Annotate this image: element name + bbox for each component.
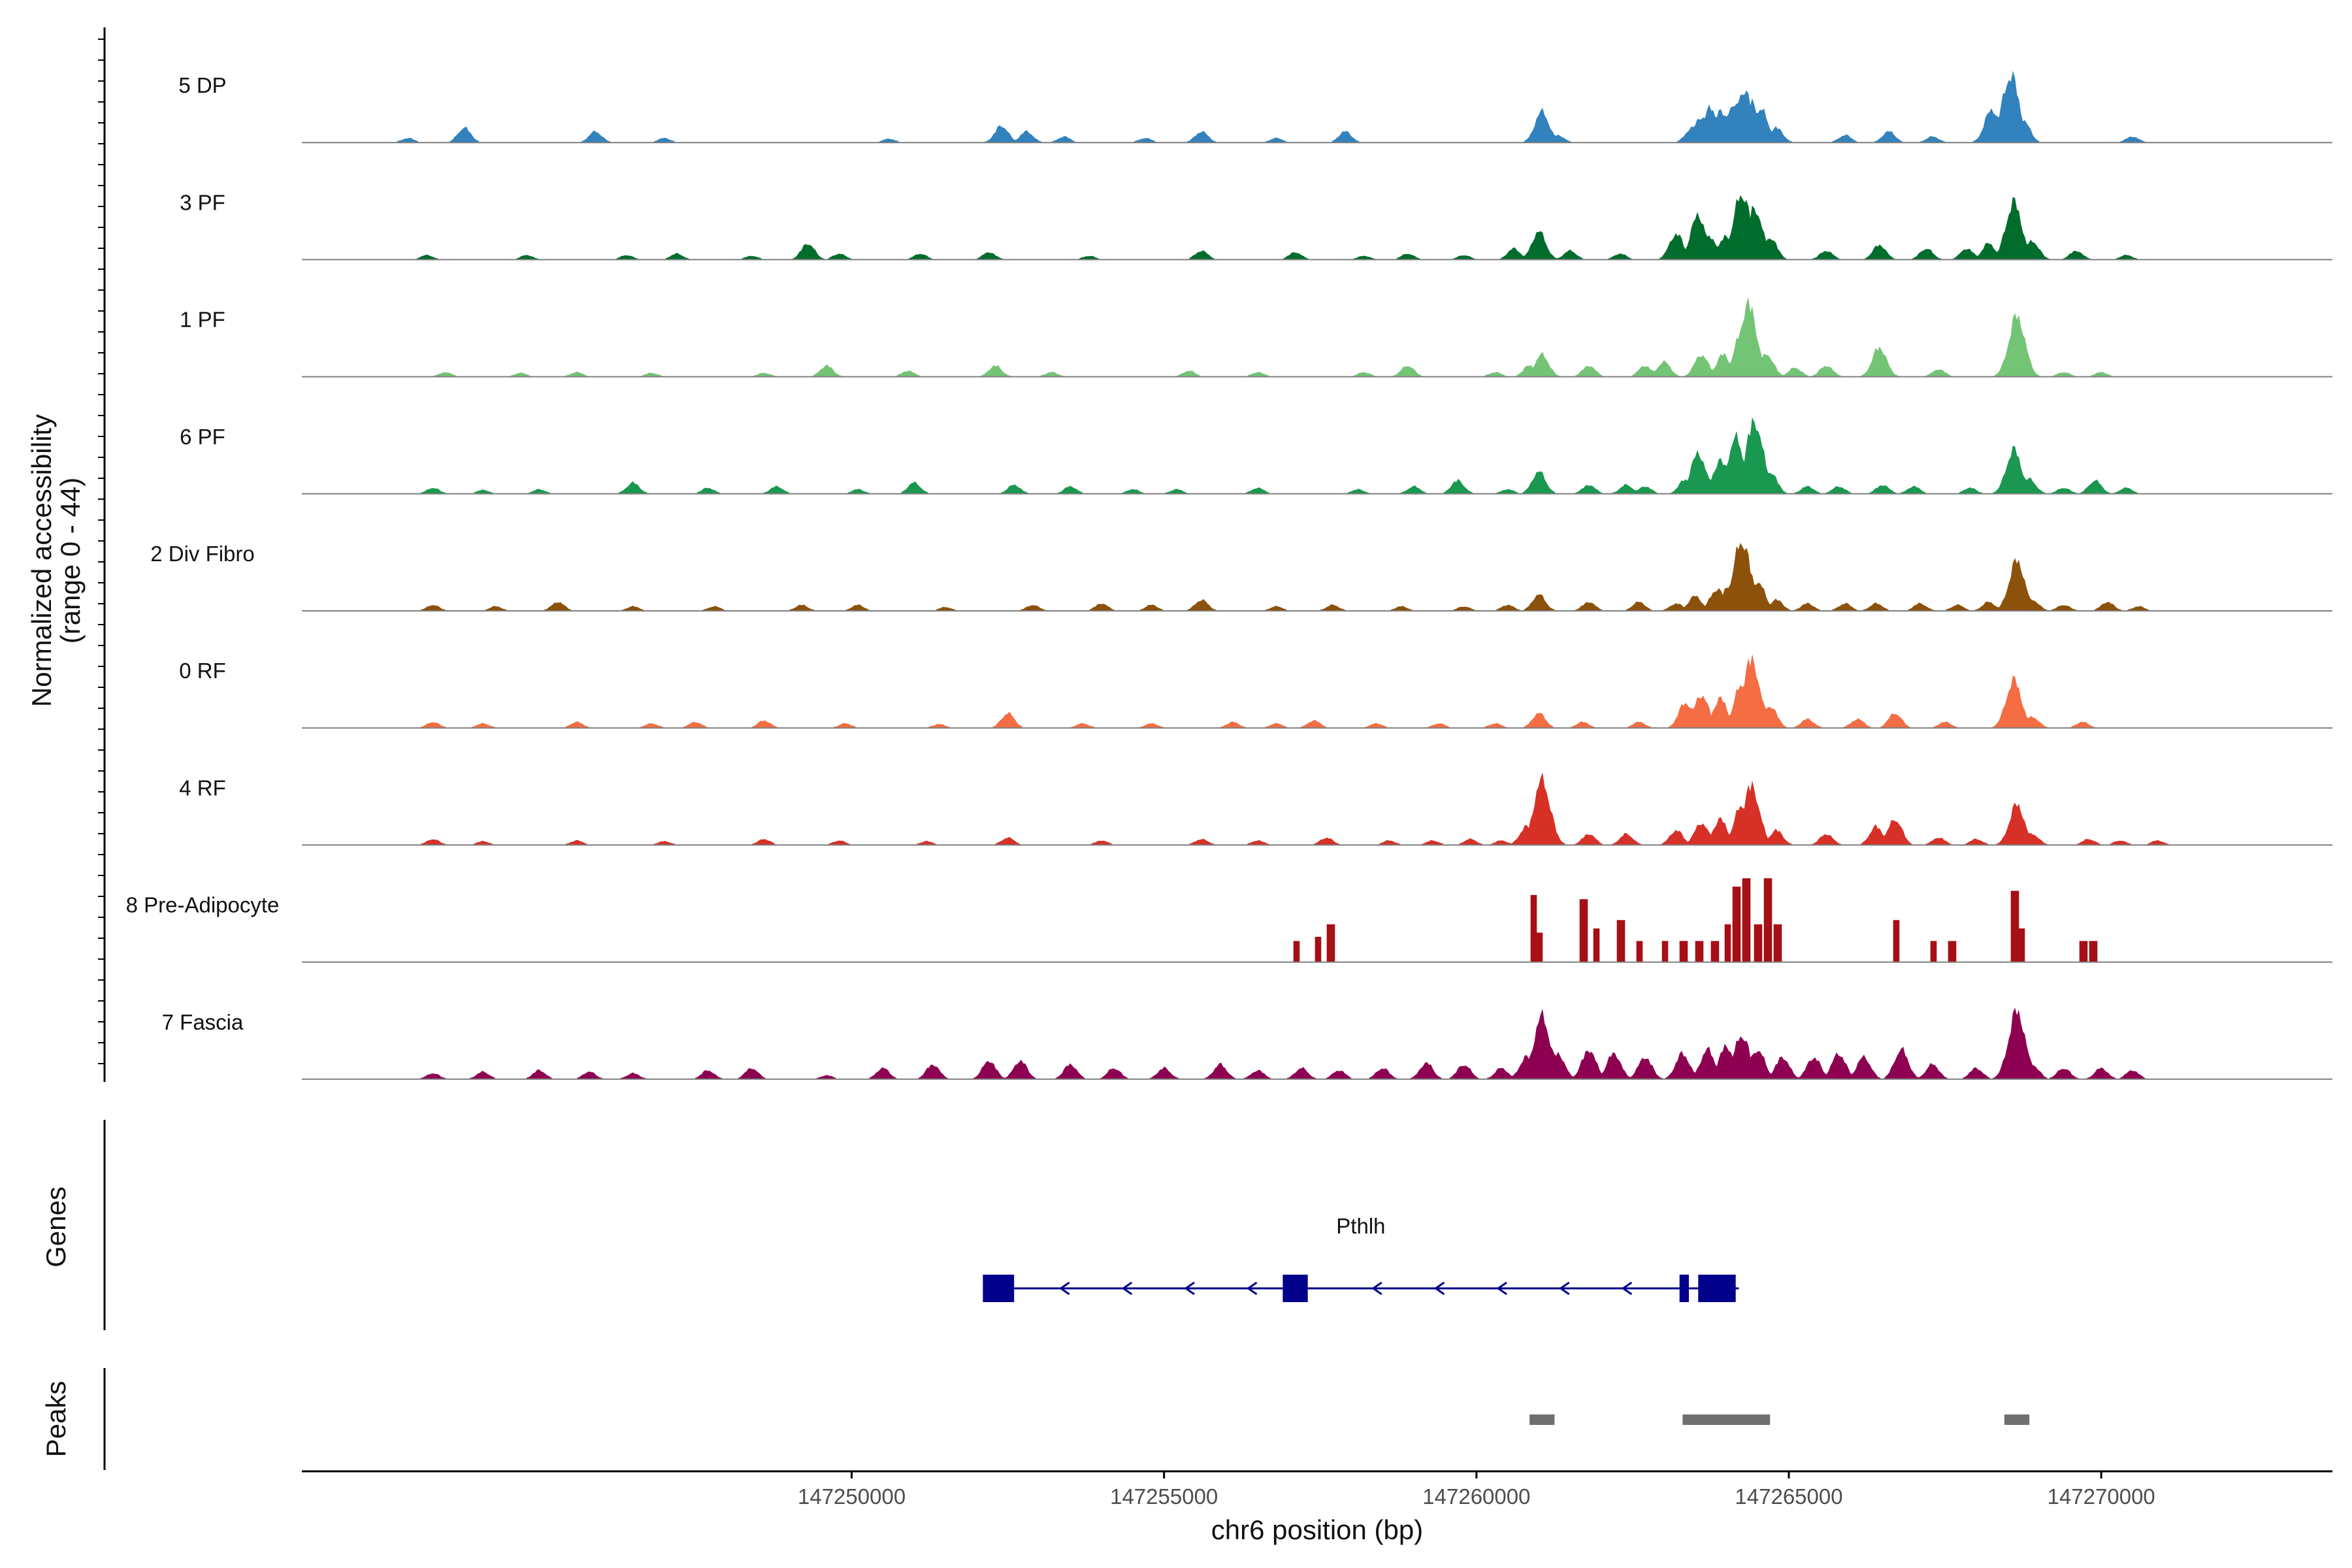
x-tick-label: 147265000 [1735, 1484, 1842, 1509]
strand-arrow [1621, 1281, 1633, 1296]
track-label: 1 PF [180, 308, 225, 332]
peak-regions [1529, 1414, 2030, 1425]
coverage-y-axis-ticks [98, 39, 105, 1064]
gene-name-label: Pthlh [1336, 1214, 1385, 1238]
track-8-pre-adipocyte: 8 Pre-Adipocyte [126, 878, 2332, 963]
coverage-area [302, 878, 2332, 962]
coverage-tracks: 5 DP 3 PF 1 PF 6 PF 2 Div Fibro 0 RF 4 RF 8 Pre… [126, 71, 2332, 1080]
track-label: 7 Fascia [162, 1010, 244, 1034]
track-3-pf: 3 PF [180, 190, 2332, 261]
track-7-fascia: 7 Fascia [162, 1007, 2332, 1080]
track-label: 3 PF [180, 190, 225, 214]
peak-region [1682, 1414, 1771, 1425]
coverage-area [302, 655, 2332, 728]
peaks-panel-label: Peaks [41, 1381, 71, 1458]
gene-exon [1679, 1275, 1689, 1302]
coverage-area [302, 195, 2332, 260]
strand-arrow [1496, 1281, 1507, 1296]
gene-exon [983, 1275, 1015, 1302]
strand-arrow [1184, 1281, 1195, 1296]
strand-arrow [1433, 1281, 1445, 1296]
x-tick-label: 147260000 [1422, 1484, 1530, 1509]
track-1-pf: 1 PF [180, 298, 2332, 378]
x-tick-label: 147250000 [798, 1484, 906, 1509]
coverage-area [302, 773, 2332, 845]
strand-arrow [1121, 1281, 1133, 1296]
y-axis-title: Normalized accessibility [26, 414, 57, 707]
track-label: 4 RF [179, 776, 226, 800]
strand-arrow [1371, 1281, 1382, 1296]
track-5-dp: 5 DP [178, 71, 2332, 144]
coverage-area [302, 298, 2332, 377]
strand-arrow [1059, 1281, 1070, 1296]
coverage-area [302, 417, 2332, 495]
genes-panel-label: Genes [41, 1186, 71, 1267]
track-4-rf: 4 RF [179, 773, 2332, 846]
track-label: 0 RF [179, 659, 226, 683]
track-label: 8 Pre-Adipocyte [126, 893, 280, 917]
peak-region [1529, 1414, 1555, 1425]
track-0-rf: 0 RF [179, 655, 2332, 729]
gene-annotation: Pthlh [983, 1214, 1739, 1302]
strand-arrow [1559, 1281, 1570, 1296]
peak-region [2004, 1414, 2030, 1425]
x-tick-label: 147255000 [1110, 1484, 1218, 1509]
coverage-area [302, 71, 2332, 143]
track-label: 5 DP [178, 73, 226, 97]
x-axis-ticks: 147250000 147255000 147260000 147265000 1472… [798, 1471, 2155, 1509]
track-label: 2 Div Fibro [150, 542, 255, 566]
track-6-pf: 6 PF [180, 417, 2332, 495]
x-axis-title: chr6 position (bp) [1211, 1514, 1424, 1545]
track-2-div-fibro: 2 Div Fibro [150, 542, 2332, 612]
x-tick-label: 147270000 [2048, 1484, 2155, 1509]
coverage-area [302, 1007, 2332, 1080]
gene-exon [1698, 1275, 1736, 1302]
gene-exon [1282, 1275, 1308, 1302]
strand-arrow [1246, 1281, 1258, 1296]
track-label: 6 PF [180, 425, 225, 449]
coverage-area [302, 542, 2332, 612]
y-axis-subtitle: (range 0 - 44) [55, 478, 86, 644]
